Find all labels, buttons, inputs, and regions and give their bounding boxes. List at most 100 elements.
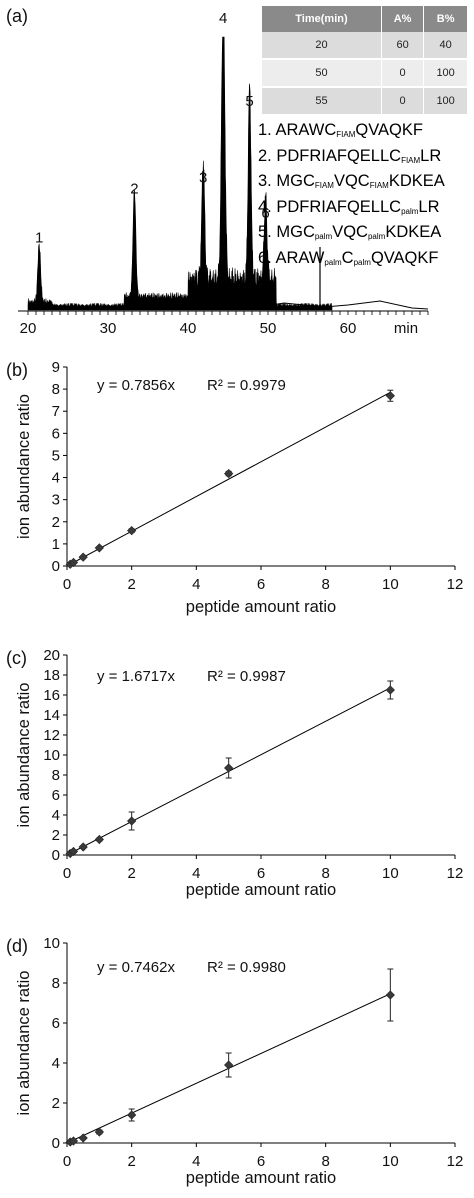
data-point (385, 685, 395, 695)
peptide-sequence: PDFRIAFQELLC (276, 146, 402, 165)
y-tick-label: 2 (52, 1095, 60, 1112)
peptide-number: 4. (258, 197, 277, 216)
y-tick-label: 18 (43, 667, 60, 684)
peptide-modification: palm (353, 257, 371, 267)
peak-label: 3 (199, 170, 207, 187)
peptide-sequence: ARAW (275, 248, 325, 267)
chromatogram-tick-label: 40 (180, 320, 197, 337)
peak-label: 6 (261, 205, 269, 222)
peptide-sequence: VQC (332, 223, 368, 241)
peptide-number: 5. (258, 223, 277, 241)
x-tick-label: 8 (321, 1153, 329, 1170)
peptide-sequence: LR (420, 146, 442, 165)
y-tick-label: 5 (52, 447, 60, 464)
x-tick-label: 12 (447, 1153, 464, 1170)
regression-equation: y = 1.6717x (97, 668, 175, 685)
peptide-number: 6. (258, 248, 276, 267)
x-tick-label: 0 (63, 576, 71, 593)
x-tick-label: 12 (447, 576, 464, 593)
data-point (224, 763, 234, 773)
data-point (94, 543, 104, 553)
data-point (78, 552, 88, 562)
gradient-cell: 40 (423, 32, 468, 60)
x-tick-label: 4 (192, 1153, 200, 1170)
y-tick-label: 3 (52, 492, 60, 509)
y-tick-label: 8 (52, 767, 60, 784)
y-tick-label: 20 (43, 647, 60, 664)
x-axis-label: peptide amount ratio (186, 1169, 336, 1187)
x-tick-label: 0 (63, 1153, 71, 1170)
x-axis-label: peptide amount ratio (186, 881, 336, 899)
regression-r2: R² = 0.9979 (207, 377, 286, 394)
y-axis-label: ion abundance ratio (15, 683, 33, 828)
data-point (78, 1133, 88, 1143)
y-axis-label: ion abundance ratio (15, 394, 33, 539)
y-tick-label: 6 (52, 425, 60, 442)
data-point (385, 990, 395, 1000)
peptide-modification: FIAM (401, 155, 421, 165)
peptide-item: 5. MGCpalmVQCpalmKDKEA (258, 222, 445, 248)
x-tick-label: 4 (192, 576, 200, 593)
y-tick-label: 4 (52, 470, 60, 487)
peptide-sequence: VQC (333, 172, 370, 190)
y-tick-label: 7 (52, 403, 60, 420)
peptide-modification: palm (314, 232, 333, 241)
x-tick-label: 12 (447, 865, 464, 882)
x-tick-label: 0 (63, 865, 71, 882)
gradient-cell: 55 (262, 87, 382, 116)
peptide-sequence: MGC (276, 223, 315, 241)
x-tick-label: 2 (127, 576, 135, 593)
y-tick-label: 0 (52, 1135, 60, 1152)
peptide-number: 3. (258, 172, 277, 190)
y-tick-label: 2 (52, 827, 60, 844)
peptide-sequence: KDKEA (388, 172, 445, 190)
peptide-modification: palm (367, 232, 386, 241)
x-tick-label: 10 (382, 576, 399, 593)
data-point (127, 1110, 137, 1120)
peptide-number: 2. (258, 146, 277, 165)
peptide-sequence: ARAWC (275, 121, 337, 139)
regression-equation: y = 0.7856x (97, 377, 175, 394)
data-point (224, 468, 234, 479)
y-tick-label: 4 (52, 1055, 60, 1072)
data-point (127, 816, 137, 826)
peptide-modification: FIAM (314, 181, 334, 190)
x-tick-label: 8 (321, 576, 329, 593)
gradient-header-time: Time(min) (262, 6, 382, 32)
y-tick-label: 8 (52, 975, 60, 992)
peptide-sequence: PDFRIAFQELLC (276, 197, 402, 216)
x-tick-label: 6 (257, 1153, 265, 1170)
x-axis-label: peptide amount ratio (186, 598, 336, 616)
peptide-list: 1. ARAWCFIAMQVAQKF 2. PDFRIAFQELLCFIAMLR… (258, 120, 445, 273)
data-point (78, 842, 88, 852)
y-tick-label: 6 (52, 787, 60, 804)
gradient-header-b: B% (423, 6, 468, 32)
chromatogram-baseline (267, 300, 429, 310)
x-tick-label: 10 (382, 1153, 399, 1170)
data-point (68, 557, 79, 568)
data-point (385, 391, 395, 401)
data-point (127, 525, 137, 536)
data-point (224, 1060, 234, 1070)
gradient-cell: 60 (381, 32, 425, 60)
peptide-sequence: MGC (276, 172, 315, 190)
data-point (68, 846, 79, 857)
gradient-header-a: A% (381, 6, 425, 32)
y-tick-label: 14 (43, 707, 60, 724)
fit-line (66, 391, 391, 567)
x-tick-label: 2 (127, 1153, 135, 1170)
y-tick-label: 10 (43, 935, 60, 952)
data-point (94, 834, 104, 845)
y-tick-label: 0 (52, 847, 60, 864)
peak-label: 4 (219, 10, 227, 27)
peak-label: 2 (130, 181, 138, 198)
gradient-cell: 100 (423, 59, 468, 88)
regression-r2: R² = 0.9980 (207, 959, 286, 976)
peak-label: 1 (35, 230, 43, 247)
data-point (94, 1127, 104, 1137)
panel-label: (b) (6, 360, 28, 380)
gradient-cell: 100 (423, 87, 468, 116)
peptide-sequence: KDKEA (385, 223, 442, 241)
peptide-sequence: C (341, 248, 354, 267)
